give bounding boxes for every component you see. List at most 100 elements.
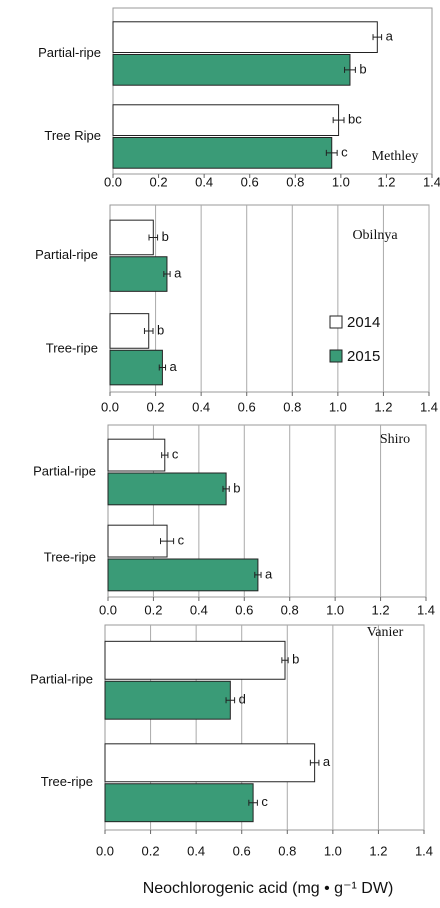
significance-letter: b	[359, 61, 366, 76]
bar	[112, 54, 351, 86]
bar	[109, 349, 163, 386]
significance-letter: bc	[348, 112, 362, 127]
bar	[109, 256, 168, 292]
x-tick-label: 1.0	[332, 174, 350, 189]
chart-title: Shiro	[380, 432, 410, 447]
x-tick-label: 0.6	[235, 602, 253, 617]
x-tick-label: 0.4	[187, 843, 205, 858]
bar	[104, 783, 254, 823]
x-tick-label: 0.2	[142, 843, 160, 858]
category-label: Partial-ripe	[30, 672, 93, 687]
bar	[112, 137, 333, 169]
significance-letter: b	[292, 652, 299, 667]
x-tick-label: 1.4	[423, 174, 440, 189]
error-bar	[309, 759, 320, 766]
significance-letter: c	[178, 533, 185, 548]
error-bar	[344, 66, 356, 73]
significance-letter: a	[170, 359, 178, 374]
x-tick-label: 1.2	[372, 602, 390, 617]
legend-label: 2015	[347, 348, 380, 365]
x-tick-label: 1.4	[420, 399, 438, 414]
category-label: Tree-ripe	[41, 774, 93, 789]
x-tick-label: 0.6	[238, 399, 256, 414]
x-axis-label: Neochlorogenic acid (mg • g⁻¹ DW)	[143, 880, 394, 897]
legend-swatch	[329, 315, 343, 329]
chart-title: Methley	[372, 149, 419, 164]
error-bar	[222, 485, 230, 492]
bar	[107, 472, 227, 506]
x-tick-label: 1.0	[326, 602, 344, 617]
error-bar	[148, 234, 159, 241]
x-tick-label: 0.8	[281, 602, 299, 617]
significance-letter: c	[261, 794, 268, 809]
error-bar	[254, 571, 262, 578]
x-tick-label: 0.4	[192, 399, 210, 414]
error-bar	[158, 364, 167, 371]
x-tick-label: 1.2	[369, 843, 387, 858]
significance-letter: b	[162, 229, 169, 244]
significance-letter: d	[239, 692, 246, 707]
bar	[107, 438, 166, 472]
error-bar	[248, 799, 258, 806]
legend-swatch	[329, 349, 343, 363]
error-bar	[161, 452, 169, 459]
bar	[104, 743, 316, 783]
bar	[109, 219, 154, 256]
category-label: Partial-ripe	[33, 463, 96, 478]
bar	[109, 313, 150, 349]
x-tick-label: 0.4	[190, 602, 208, 617]
plot-frame	[112, 7, 433, 175]
x-tick-label: 0.0	[101, 399, 119, 414]
bar	[107, 558, 259, 592]
category-label: Partial-ripe	[38, 45, 101, 60]
x-tick-label: 0.6	[241, 174, 259, 189]
x-tick-label: 0.0	[104, 174, 122, 189]
x-tick-label: 0.0	[99, 602, 117, 617]
legend-label: 2014	[347, 314, 380, 331]
x-tick-label: 0.0	[96, 843, 114, 858]
significance-letter: c	[341, 144, 348, 159]
x-tick-label: 0.4	[195, 174, 213, 189]
category-label: Tree-ripe	[44, 549, 96, 564]
bar	[104, 640, 286, 680]
error-bar	[163, 271, 171, 278]
error-bar	[372, 34, 383, 41]
error-bar	[143, 327, 154, 334]
bar	[107, 524, 168, 558]
error-bar	[281, 657, 289, 664]
significance-letter: a	[323, 754, 331, 769]
category-label: Partial-ripe	[35, 247, 98, 262]
x-tick-label: 1.2	[374, 399, 392, 414]
x-tick-label: 0.2	[147, 399, 165, 414]
x-tick-label: 0.8	[278, 843, 296, 858]
x-tick-label: 0.6	[233, 843, 251, 858]
category-label: Tree-ripe	[46, 341, 98, 356]
x-tick-label: 1.0	[324, 843, 342, 858]
category-label: Tree Ripe	[44, 128, 101, 143]
error-bar	[325, 149, 338, 156]
x-tick-label: 1.4	[415, 843, 433, 858]
x-tick-label: 0.2	[144, 602, 162, 617]
error-bar	[332, 117, 345, 124]
error-bar	[160, 538, 175, 545]
significance-letter: b	[157, 322, 164, 337]
x-tick-label: 1.0	[329, 399, 347, 414]
bar	[112, 104, 340, 136]
chart-title: Obilnya	[352, 228, 398, 243]
chart-title: Vanier	[367, 625, 404, 640]
significance-letter: b	[233, 480, 240, 495]
significance-letter: a	[174, 265, 182, 280]
x-tick-label: 1.2	[377, 174, 395, 189]
x-tick-label: 0.8	[283, 399, 301, 414]
x-tick-label: 0.8	[286, 174, 304, 189]
bar	[112, 21, 378, 53]
x-tick-label: 1.4	[417, 602, 435, 617]
significance-letter: a	[265, 566, 273, 581]
significance-letter: c	[172, 447, 179, 462]
error-bar	[225, 697, 236, 704]
bar	[104, 680, 231, 720]
significance-letter: a	[386, 29, 394, 44]
x-tick-label: 0.2	[150, 174, 168, 189]
